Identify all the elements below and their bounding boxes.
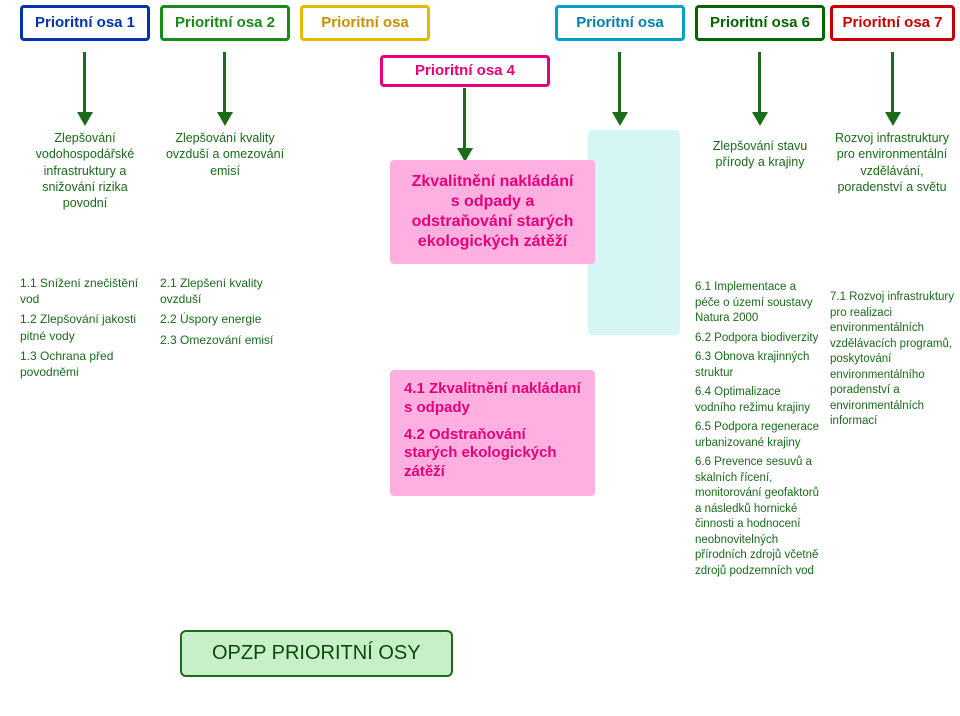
cyan-bg-hint xyxy=(588,130,680,335)
item: 2.1 Zlepšení kvality ovzduší xyxy=(160,275,290,307)
arrow-stem-2 xyxy=(223,52,226,112)
pink-desc-box: Zkvalitnění nakládání s odpady a odstraň… xyxy=(390,160,595,264)
arrow-head-2 xyxy=(217,112,233,126)
items-2: 2.1 Zlepšení kvality ovzduší 2.2 Úspory … xyxy=(160,275,290,352)
items-1: 1.1 Snížení znečištění vod 1.2 Zlepšován… xyxy=(20,275,150,384)
arrow-head-6 xyxy=(752,112,768,126)
item: 1.1 Snížení znečištění vod xyxy=(20,275,150,307)
header-osa-2: Prioritní osa 2 xyxy=(160,5,290,41)
header-label: Prioritní osa 1 xyxy=(35,14,135,31)
item: 6.1 Implementace a péče o území soustavy… xyxy=(695,280,820,327)
arrow-stem-4 xyxy=(463,88,466,148)
desc-text: Zlepšování kvality ovzduší a omezování e… xyxy=(166,131,284,178)
item: 2.2 Úspory energie xyxy=(160,311,290,327)
items-7: 7.1 Rozvoj infrastruktury pro realizaci … xyxy=(830,290,955,434)
pink-desc-text: Zkvalitnění nakládání s odpady a odstraň… xyxy=(412,173,574,250)
header-osa-1: Prioritní osa 1 xyxy=(20,5,150,41)
item: 6.2 Podpora biodiverzity xyxy=(695,331,820,347)
desc-2: Zlepšování kvality ovzduší a omezování e… xyxy=(160,130,290,179)
pink-item: 4.2 Odstraňování starých ekologických zá… xyxy=(404,426,581,482)
arrow-stem-6 xyxy=(758,52,761,112)
item: 2.3 Omezování emisí xyxy=(160,332,290,348)
pink-items-box: 4.1 Zkvalitnění nakládaní s odpady 4.2 O… xyxy=(390,370,595,496)
item: 1.3 Ochrana před povodněmi xyxy=(20,348,150,380)
header-label: Prioritní osa 4 xyxy=(415,62,515,79)
arrow-head-5 xyxy=(612,112,628,126)
arrow-head-1 xyxy=(77,112,93,126)
desc-6: Zlepšování stavu přírody a krajiny xyxy=(695,138,825,171)
arrow-stem-5 xyxy=(618,52,621,112)
header-label: Prioritní osa 6 xyxy=(710,14,810,31)
desc-text: Zlepšování vodohospodářské infrastruktur… xyxy=(36,131,135,210)
item: 6.5 Podpora regenerace urbanizované kraj… xyxy=(695,420,820,451)
header-osa-6: Prioritní osa 6 xyxy=(695,5,825,41)
desc-text: Zlepšování stavu přírody a krajiny xyxy=(713,139,808,169)
item: 1.2 Zlepšování jakosti pitné vody xyxy=(20,311,150,343)
header-osa-3: Prioritní osa xyxy=(300,5,430,41)
item: 6.6 Prevence sesuvů a skalních řícení, m… xyxy=(695,455,820,579)
bottom-title-box: OPZP PRIORITNÍ OSY xyxy=(180,630,453,677)
arrow-head-7 xyxy=(885,112,901,126)
header-label: Prioritní osa xyxy=(321,14,409,31)
items-6: 6.1 Implementace a péče o území soustavy… xyxy=(695,280,820,583)
item: 6.3 Obnova krajinných struktur xyxy=(695,350,820,381)
header-osa-4: Prioritní osa 4 xyxy=(380,55,550,87)
arrow-stem-1 xyxy=(83,52,86,112)
arrow-stem-7 xyxy=(891,52,894,112)
header-osa-5: Prioritní osa xyxy=(555,5,685,41)
desc-1: Zlepšování vodohospodářské infrastruktur… xyxy=(20,130,150,211)
desc-7: Rozvoj infrastruktury pro environmentáln… xyxy=(828,130,956,195)
desc-text: Rozvoj infrastruktury pro environmentáln… xyxy=(835,131,949,194)
item: 6.4 Optimalizace vodního režimu krajiny xyxy=(695,385,820,416)
item: 7.1 Rozvoj infrastruktury pro realizaci … xyxy=(830,290,955,430)
bottom-title-text: OPZP PRIORITNÍ OSY xyxy=(212,642,421,664)
header-label: Prioritní osa xyxy=(576,14,664,31)
pink-item: 4.1 Zkvalitnění nakládaní s odpady xyxy=(404,380,581,418)
header-label: Prioritní osa 7 xyxy=(842,14,942,31)
header-osa-7: Prioritní osa 7 xyxy=(830,5,955,41)
header-label: Prioritní osa 2 xyxy=(175,14,275,31)
